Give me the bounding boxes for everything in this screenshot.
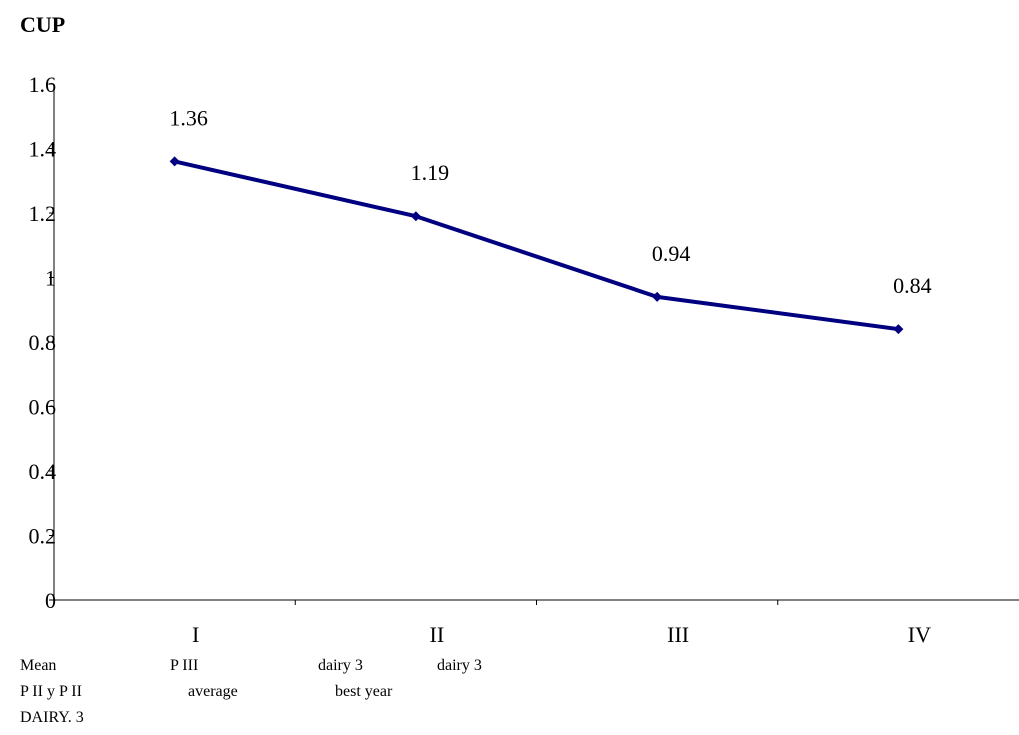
category-note-dairy3-a: dairy 3 [318, 657, 363, 674]
series-line [174, 159, 899, 332]
y-tick-label: 0.4 [29, 459, 57, 484]
data-point-marker [893, 324, 904, 335]
y-tick-label: 1.2 [29, 201, 57, 226]
x-category-label: I [192, 622, 199, 647]
y-tick-label: 1.6 [29, 72, 57, 97]
category-note-average: average [188, 683, 238, 700]
y-tick-label: 1.4 [29, 137, 57, 162]
x-category-label: IV [908, 622, 931, 647]
y-tick-label: 0.2 [29, 524, 57, 549]
y-tick-label: 1 [45, 266, 56, 291]
category-note-dairy3-b: dairy 3 [437, 657, 482, 674]
y-tick-label: 0.6 [29, 395, 57, 420]
category-note-p3: P III [170, 657, 199, 674]
category-note-best-year: best year [335, 683, 393, 700]
data-label: 0.94 [652, 241, 691, 266]
data-label: 1.19 [411, 160, 450, 185]
y-tick-label: 0 [45, 588, 56, 613]
data-point-marker [169, 156, 180, 167]
data-point-marker [652, 291, 663, 302]
category-note-dairy3-caps: DAIRY. 3 [20, 709, 84, 726]
y-tick-label: 0.8 [29, 330, 57, 355]
category-note-mean: Mean [20, 657, 57, 674]
data-label: 0.84 [893, 273, 932, 298]
data-point-marker [410, 211, 421, 222]
x-category-label: III [667, 622, 689, 647]
category-note-p2: P II y P II [20, 683, 82, 700]
y-axis-title: CUP [20, 12, 66, 37]
data-label: 1.36 [169, 105, 208, 130]
x-category-label: II [430, 622, 445, 647]
